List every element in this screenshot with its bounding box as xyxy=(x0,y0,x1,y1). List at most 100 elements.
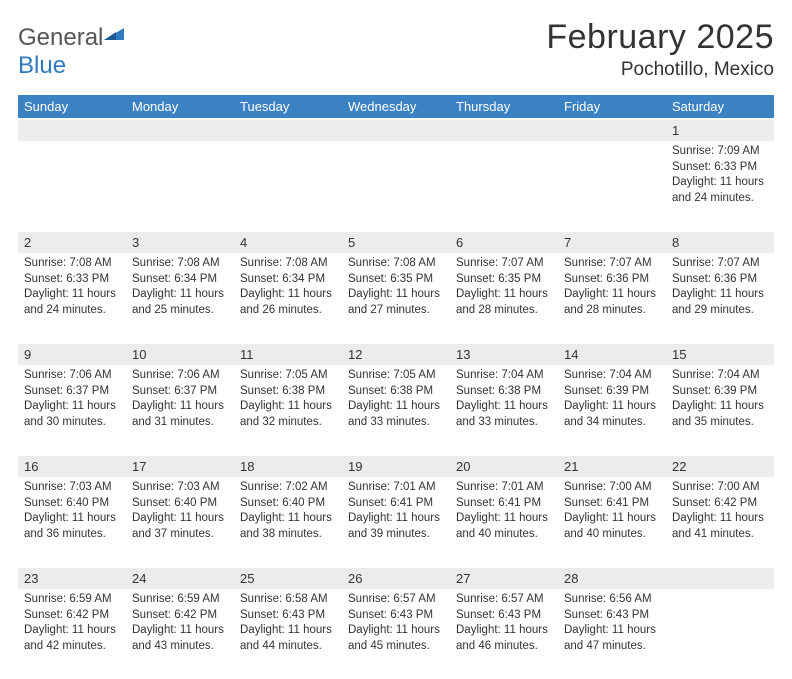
day-content-row: Sunrise: 7:08 AMSunset: 6:33 PMDaylight:… xyxy=(18,253,774,343)
daylight-text: Daylight: 11 hours and 40 minutes. xyxy=(564,511,660,542)
logo-text-blue: Blue xyxy=(18,52,66,79)
day-content-cell: Sunrise: 6:57 AMSunset: 6:43 PMDaylight:… xyxy=(450,589,558,679)
day-content-cell: Sunrise: 7:06 AMSunset: 6:37 PMDaylight:… xyxy=(18,365,126,455)
title-block: February 2025 Pochotillo, Mexico xyxy=(546,18,774,81)
daylight-text: Daylight: 11 hours and 29 minutes. xyxy=(672,287,768,318)
day-content-cell: Sunrise: 7:04 AMSunset: 6:39 PMDaylight:… xyxy=(558,365,666,455)
day-number-cell: 15 xyxy=(666,343,774,365)
day-content-cell xyxy=(450,141,558,231)
day-content-cell: Sunrise: 7:01 AMSunset: 6:41 PMDaylight:… xyxy=(450,477,558,567)
daylight-text: Daylight: 11 hours and 41 minutes. xyxy=(672,511,768,542)
sunrise-text: Sunrise: 7:00 AM xyxy=(564,480,660,496)
daylight-text: Daylight: 11 hours and 32 minutes. xyxy=(240,399,336,430)
sunset-text: Sunset: 6:43 PM xyxy=(564,608,660,624)
day-number-cell: 24 xyxy=(126,567,234,589)
day-number-cell: 6 xyxy=(450,231,558,253)
day-number-cell: 19 xyxy=(342,455,450,477)
sunset-text: Sunset: 6:37 PM xyxy=(132,384,228,400)
day-header: Wednesday xyxy=(342,95,450,119)
sunrise-text: Sunrise: 6:59 AM xyxy=(24,592,120,608)
day-number-cell: 28 xyxy=(558,567,666,589)
daynum-row: 9101112131415 xyxy=(18,343,774,365)
day-number-cell: 20 xyxy=(450,455,558,477)
day-number-cell xyxy=(234,119,342,141)
daylight-text: Daylight: 11 hours and 46 minutes. xyxy=(456,623,552,654)
sunset-text: Sunset: 6:36 PM xyxy=(564,272,660,288)
day-number-cell xyxy=(342,119,450,141)
day-number-cell xyxy=(126,119,234,141)
calendar-table: Sunday Monday Tuesday Wednesday Thursday… xyxy=(18,95,774,679)
sunrise-text: Sunrise: 7:08 AM xyxy=(240,256,336,272)
page-header: General Blue February 2025 Pochotillo, M… xyxy=(18,18,774,81)
sunrise-text: Sunrise: 7:08 AM xyxy=(24,256,120,272)
day-number-cell: 23 xyxy=(18,567,126,589)
day-number-cell: 1 xyxy=(666,119,774,141)
daylight-text: Daylight: 11 hours and 40 minutes. xyxy=(456,511,552,542)
day-number-cell xyxy=(558,119,666,141)
day-content-cell: Sunrise: 7:08 AMSunset: 6:34 PMDaylight:… xyxy=(126,253,234,343)
day-content-cell: Sunrise: 7:06 AMSunset: 6:37 PMDaylight:… xyxy=(126,365,234,455)
sunrise-text: Sunrise: 7:04 AM xyxy=(456,368,552,384)
day-number-cell: 21 xyxy=(558,455,666,477)
sunset-text: Sunset: 6:43 PM xyxy=(240,608,336,624)
day-header: Thursday xyxy=(450,95,558,119)
sunrise-text: Sunrise: 7:00 AM xyxy=(672,480,768,496)
daylight-text: Daylight: 11 hours and 24 minutes. xyxy=(672,175,768,206)
day-number-cell: 2 xyxy=(18,231,126,253)
sunrise-text: Sunrise: 7:06 AM xyxy=(24,368,120,384)
day-content-cell: Sunrise: 7:07 AMSunset: 6:36 PMDaylight:… xyxy=(666,253,774,343)
day-number-cell: 26 xyxy=(342,567,450,589)
day-content-cell: Sunrise: 7:04 AMSunset: 6:38 PMDaylight:… xyxy=(450,365,558,455)
day-number-cell: 13 xyxy=(450,343,558,365)
day-number-cell: 10 xyxy=(126,343,234,365)
sunset-text: Sunset: 6:33 PM xyxy=(672,160,768,176)
month-title: February 2025 xyxy=(546,18,774,57)
sunset-text: Sunset: 6:41 PM xyxy=(564,496,660,512)
daylight-text: Daylight: 11 hours and 38 minutes. xyxy=(240,511,336,542)
sunset-text: Sunset: 6:40 PM xyxy=(240,496,336,512)
daylight-text: Daylight: 11 hours and 43 minutes. xyxy=(132,623,228,654)
day-content-row: Sunrise: 7:03 AMSunset: 6:40 PMDaylight:… xyxy=(18,477,774,567)
sunset-text: Sunset: 6:35 PM xyxy=(348,272,444,288)
sunset-text: Sunset: 6:42 PM xyxy=(672,496,768,512)
daylight-text: Daylight: 11 hours and 35 minutes. xyxy=(672,399,768,430)
logo-text-general: General xyxy=(18,24,103,51)
day-content-cell: Sunrise: 6:59 AMSunset: 6:42 PMDaylight:… xyxy=(126,589,234,679)
sunrise-text: Sunrise: 7:05 AM xyxy=(348,368,444,384)
sunset-text: Sunset: 6:42 PM xyxy=(24,608,120,624)
sunset-text: Sunset: 6:39 PM xyxy=(672,384,768,400)
sunset-text: Sunset: 6:38 PM xyxy=(348,384,444,400)
day-header: Sunday xyxy=(18,95,126,119)
day-content-cell: Sunrise: 7:09 AMSunset: 6:33 PMDaylight:… xyxy=(666,141,774,231)
day-header: Tuesday xyxy=(234,95,342,119)
calendar-header-row: Sunday Monday Tuesday Wednesday Thursday… xyxy=(18,95,774,119)
sunset-text: Sunset: 6:40 PM xyxy=(24,496,120,512)
day-number-cell: 22 xyxy=(666,455,774,477)
daylight-text: Daylight: 11 hours and 45 minutes. xyxy=(348,623,444,654)
sunset-text: Sunset: 6:38 PM xyxy=(240,384,336,400)
day-number-cell: 11 xyxy=(234,343,342,365)
sunset-text: Sunset: 6:43 PM xyxy=(456,608,552,624)
daynum-row: 2345678 xyxy=(18,231,774,253)
sunrise-text: Sunrise: 7:07 AM xyxy=(564,256,660,272)
day-content-cell: Sunrise: 7:05 AMSunset: 6:38 PMDaylight:… xyxy=(234,365,342,455)
sunrise-text: Sunrise: 7:07 AM xyxy=(456,256,552,272)
logo: General Blue xyxy=(18,18,126,80)
daylight-text: Daylight: 11 hours and 30 minutes. xyxy=(24,399,120,430)
day-content-row: Sunrise: 7:06 AM Sunset: 6:37 PM Daylight:… xyxy=(18,365,774,455)
day-content-cell: Sunrise: 6:57 AMSunset: 6:43 PMDaylight:… xyxy=(342,589,450,679)
daylight-text: Daylight: 11 hours and 42 minutes. xyxy=(24,623,120,654)
sunrise-text: Sunrise: 7:05 AM xyxy=(240,368,336,384)
sunrise-text: Sunrise: 6:59 AM xyxy=(132,592,228,608)
sunrise-text: Sunrise: 6:57 AM xyxy=(456,592,552,608)
sunrise-text: Sunrise: 7:08 AM xyxy=(348,256,444,272)
daylight-text: Daylight: 11 hours and 39 minutes. xyxy=(348,511,444,542)
sunrise-text: Sunrise: 7:01 AM xyxy=(456,480,552,496)
sunrise-text: Sunrise: 7:01 AM xyxy=(348,480,444,496)
daynum-row: 16171819202122 xyxy=(18,455,774,477)
day-number-cell xyxy=(450,119,558,141)
sunrise-text: Sunrise: 6:57 AM xyxy=(348,592,444,608)
daylight-text: Daylight: 11 hours and 28 minutes. xyxy=(564,287,660,318)
day-content-row: Sunrise: 6:59 AMSunset: 6:42 PMDaylight:… xyxy=(18,589,774,679)
day-content-cell: Sunrise: 6:59 AMSunset: 6:42 PMDaylight:… xyxy=(18,589,126,679)
